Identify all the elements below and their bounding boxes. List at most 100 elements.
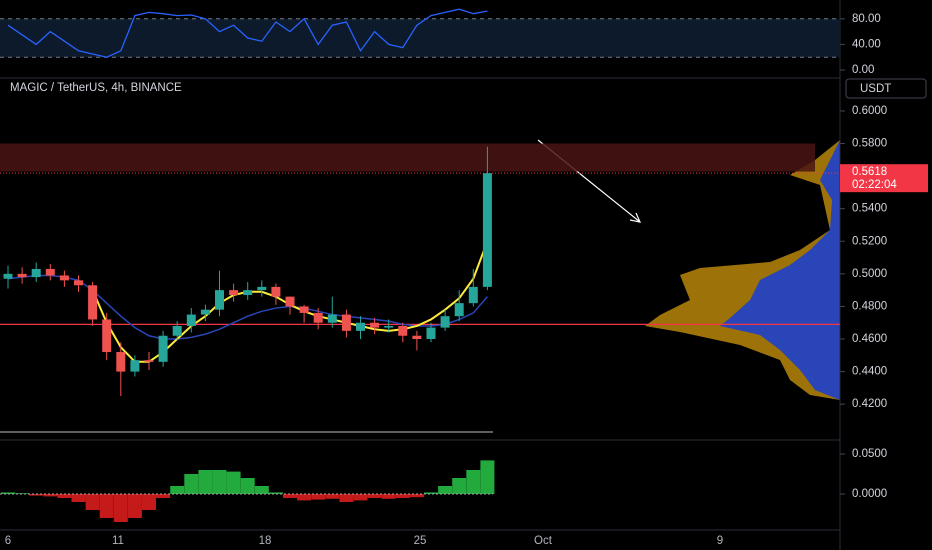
volume-profile-blue [720,140,840,400]
candle-body [130,360,140,372]
rsi-line [7,8,488,58]
y-tick-label: 0.4400 [852,366,887,378]
candle-body [327,314,337,323]
candle-body [412,335,422,340]
histogram-bar [311,494,326,500]
histogram-bar [1,492,15,494]
candle-body [172,325,182,336]
histogram-bar [438,486,453,494]
histogram-bar [226,471,241,494]
x-tick-label: 11 [112,535,124,547]
y-tick-label: 0.5000 [852,268,887,280]
histogram-bar [381,494,396,499]
y-tick-label: 0.0500 [852,448,887,460]
candle-body [116,352,126,372]
y-tick-label: 0.4800 [852,300,887,312]
histogram-bar [212,470,227,494]
histogram-bar [142,494,156,510]
y-tick-label: 0.6000 [852,105,887,117]
histogram-bar [297,494,312,501]
candle-body [59,275,69,281]
candle-body [356,322,365,331]
candle-body [158,335,168,362]
histogram-bar [71,494,86,502]
x-tick-label: 18 [259,535,272,547]
symbol-label: MAGIC / TetherUS, 4h, BINANCE [10,82,182,94]
candle-body [200,309,210,315]
histogram-bar [43,494,58,497]
countdown: 02:22:04 [852,179,897,191]
x-tick-label: 25 [414,535,427,547]
histogram-bar [240,478,255,494]
y-tick-label: 0.4200 [852,398,887,410]
price-badge [840,164,928,193]
candle-body [229,290,239,296]
currency-button[interactable] [845,78,927,99]
histogram-bar [254,486,269,494]
histogram-bar [452,478,467,494]
histogram-bar [156,494,171,498]
candle-body [31,268,41,278]
candle-body [271,286,281,297]
histogram-bar [57,494,72,498]
candle-body [341,314,351,331]
candle-body [454,303,464,317]
y-tick-label: 80.00 [852,13,881,25]
histogram-bar [339,494,354,502]
histogram-bar [395,494,410,498]
y-tick-label: 0.5400 [852,203,887,215]
candle-body [299,306,309,313]
candle-body [45,268,55,276]
y-tick-label: 0.5200 [852,235,887,247]
resistance-zone [0,143,815,172]
price-label: 0.5618 [852,166,887,178]
histogram-bar [184,474,199,494]
candle-body [468,286,478,304]
moving-average [7,274,488,340]
histogram-bar [424,492,438,494]
histogram-bar [127,494,142,518]
candle-body [384,325,394,328]
histogram-bar [480,460,495,494]
candle-body [3,273,13,279]
candle-body [102,319,112,353]
x-tick-label: 9 [717,535,723,547]
candle-body [370,322,380,328]
arrow-head [629,212,642,223]
histogram-bar [325,494,340,499]
histogram-bar [85,494,100,510]
candle-body [243,290,253,296]
histogram-bar [170,486,185,494]
y-tick-label: 40.00 [852,38,881,50]
y-tick-label: 0.0000 [852,488,887,500]
candle-body [88,285,98,320]
histogram-bar [15,493,30,494]
candle-body [482,173,492,287]
x-tick-label: Oct [534,535,553,547]
y-tick-label: 0.4600 [852,333,887,345]
rsi-band [0,18,840,58]
y-tick-label: 0.00 [852,64,874,76]
candle-body [440,316,450,328]
candle-body [257,286,267,291]
candle-body [17,273,27,278]
currency-label: USDT [860,83,891,95]
candle-body [215,290,224,310]
histogram-bar [466,470,481,494]
candle-body [285,296,295,307]
histogram-bar [99,494,114,518]
histogram-bar [367,494,382,498]
histogram-bar [409,494,424,498]
candle-body [398,325,408,336]
candle-body [144,360,154,362]
histogram-bar [198,470,213,494]
histogram-bar [113,494,128,522]
y-tick-label: 0.5800 [852,138,887,150]
histogram-bar [353,494,368,501]
histogram-bar [29,494,44,496]
candle-body [313,312,323,323]
candle-body [426,327,436,340]
candle-body [74,280,83,286]
